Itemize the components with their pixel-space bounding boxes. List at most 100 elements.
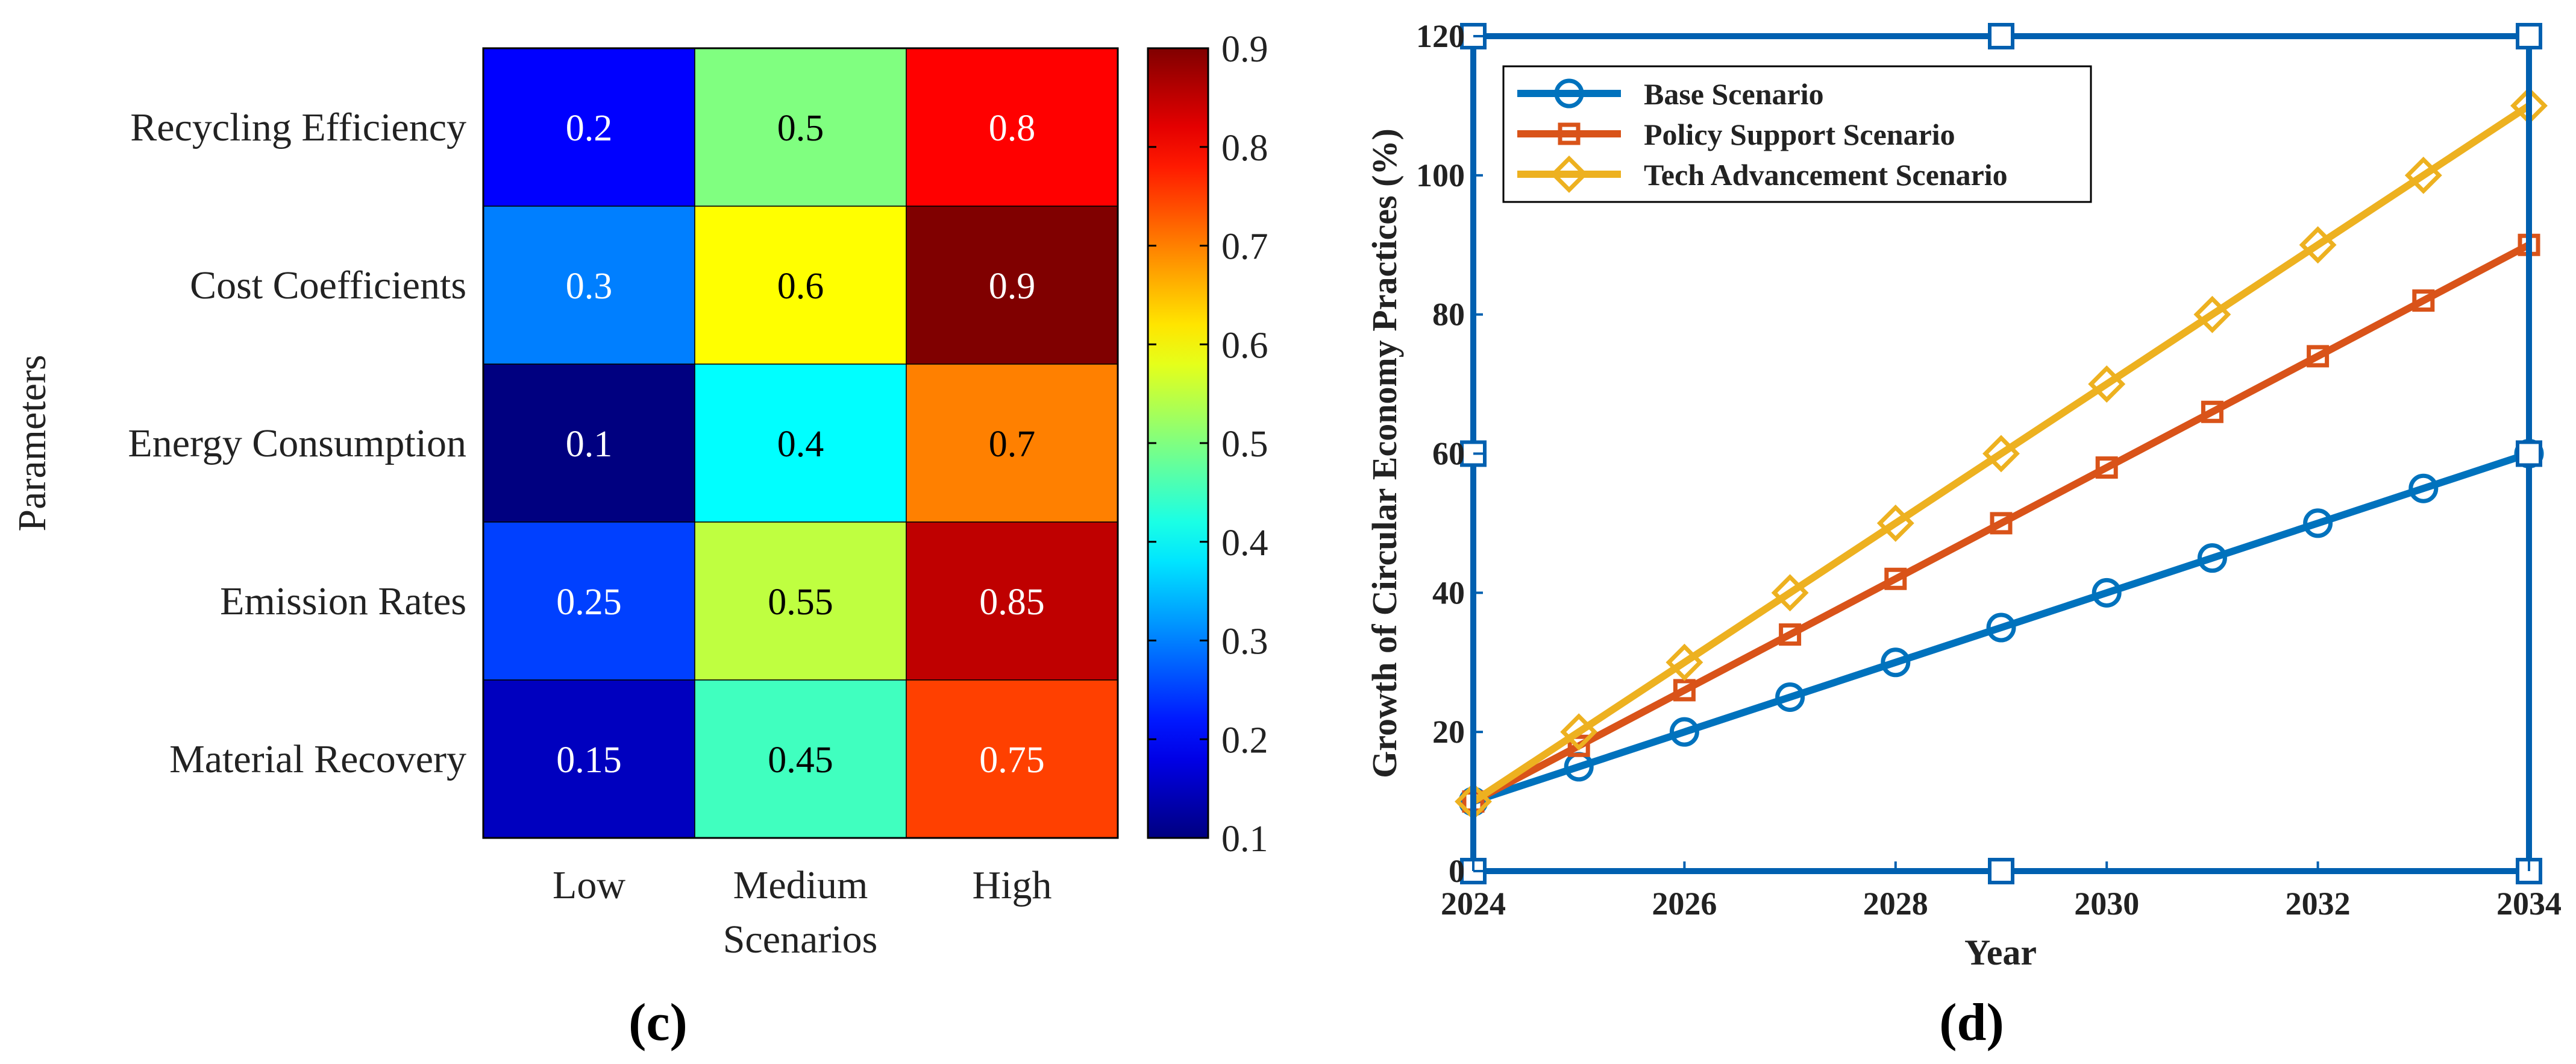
data-point	[1673, 679, 1696, 702]
heatmap-y-tick-label: Material Recovery	[169, 737, 466, 781]
legend-item: Policy Support Scenario	[1517, 118, 1955, 151]
heatmap-cell	[483, 206, 695, 365]
heatmap-cells: 0.2 0.5 0.8 0.3 0.6 0.9 0.1 0.4 0.7 0.25 0.55 0.85 0…	[483, 48, 1118, 839]
series-line	[1471, 102, 2531, 805]
line-xlabel: Year	[1964, 933, 2037, 972]
data-point	[1775, 682, 1805, 712]
selection-handle[interactable]	[2516, 23, 2542, 49]
data-point	[1666, 643, 1703, 681]
heatmap-cell-label: 0.8	[989, 108, 1036, 149]
line-y-tick-label: 0	[1449, 853, 1465, 889]
line-x-tick-label: 2028	[1863, 886, 1928, 922]
heatmap-cell	[694, 364, 907, 523]
legend-label: Policy Support Scenario	[1644, 118, 1955, 151]
heatmap-cell-label: 0.55	[768, 582, 833, 623]
heatmap-cell-label: 0.1	[566, 424, 613, 465]
colorbar-ticks: 0.1 0.2 0.3 0.4 0.5 0.6 0.7 0.8 0.9	[1148, 29, 1268, 860]
legend-marker	[1550, 156, 1588, 193]
heatmap-cell-label: 0.7	[989, 424, 1036, 465]
heatmap-cell-label: 0.9	[989, 266, 1036, 307]
heatmap-cell	[483, 679, 695, 839]
line-x-tick-label: 2024	[1441, 886, 1506, 922]
data-point	[2201, 400, 2223, 423]
heatmap-xlabel: Scenarios	[723, 918, 878, 962]
data-point	[2408, 473, 2439, 503]
heatmap-cell-label: 0.45	[768, 740, 833, 781]
heatmap-cell	[483, 521, 695, 681]
heatmap-cell-label: 0.2	[566, 108, 613, 149]
legend-label: Base Scenario	[1644, 77, 1824, 111]
data-point	[1560, 713, 1598, 751]
series-square	[1462, 233, 2540, 813]
line-y-tick-label: 20	[1432, 714, 1465, 750]
data-point	[1779, 623, 1802, 646]
heatmap-x-tick-label: Low	[553, 863, 625, 907]
colorbar-tick-label: 0.1	[1221, 819, 1268, 860]
heatmap-cell-label: 0.6	[777, 266, 824, 307]
heatmap-cell	[694, 679, 907, 839]
data-point	[1884, 567, 1907, 590]
data-point	[2095, 456, 2118, 479]
colorbar-tick-label: 0.4	[1221, 523, 1268, 564]
heatmap-cell	[483, 364, 695, 523]
heatmap-cell	[694, 206, 907, 365]
line-ylabel: Growth of Circular Economy Practices (%)	[1365, 128, 1404, 778]
line-y-tick-label: 100	[1416, 157, 1465, 194]
heatmap-y-tick-label: Emission Rates	[220, 579, 466, 623]
data-point	[2092, 578, 2122, 608]
selection-handle[interactable]	[2516, 440, 2542, 467]
heatmap-cell	[694, 48, 907, 207]
colorbar-tick-label: 0.2	[1221, 720, 1268, 761]
colorbar-tick-label: 0.6	[1221, 325, 1268, 366]
heatmap-cell-label: 0.85	[979, 582, 1045, 623]
selection-handle[interactable]	[1988, 23, 2014, 49]
heatmap-cell	[906, 206, 1118, 365]
data-point	[1876, 504, 1914, 542]
series-line	[1472, 450, 2530, 805]
series-line	[1471, 241, 2531, 805]
colorbar-tick-label: 0.5	[1221, 424, 1268, 465]
heatmap-cell-label: 0.4	[777, 424, 824, 465]
legend-marker	[1554, 78, 1584, 109]
colorbar-tick-label: 0.8	[1221, 128, 1268, 169]
data-point	[2307, 345, 2330, 368]
heatmap-y-tick-label: Recycling Efficiency	[130, 105, 466, 150]
line-y-tick-label: 60	[1432, 436, 1465, 472]
legend-label: Tech Advancement Scenario	[1644, 158, 2008, 192]
selection-handle[interactable]	[1988, 858, 2014, 884]
line-y-tick-label: 80	[1432, 297, 1465, 333]
line-x-tick-label: 2030	[2074, 886, 2139, 922]
line-y-tick-label: 120	[1416, 18, 1465, 54]
line-series-group	[1455, 87, 2548, 820]
legend: Base Scenario Policy Support Scenario Tech…	[1502, 65, 2092, 203]
data-point	[2303, 508, 2333, 538]
heatmap-y-tick-labels: Recycling Efficiency Cost Coefficients Ene…	[128, 105, 466, 781]
heatmap-x-tick-label: Medium	[733, 863, 868, 907]
heatmap-frame	[482, 47, 1119, 839]
data-point	[2299, 226, 2337, 264]
line-y-tick-label: 40	[1432, 574, 1465, 611]
heatmap-cell	[483, 48, 695, 207]
heatmap-x-tick-labels: Low Medium High	[553, 863, 1051, 907]
data-point	[2197, 543, 2227, 573]
heatmap-ylabel: Parameters	[10, 354, 54, 531]
heatmap-x-tick-label: High	[973, 863, 1052, 907]
data-point	[1986, 612, 2016, 643]
data-point	[1990, 512, 2013, 535]
colorbar-tick-label: 0.7	[1221, 227, 1268, 268]
line-x-tick-labels: 2024 2026 2028 2030 2032 2034	[1441, 861, 2562, 922]
legend-marker	[1558, 122, 1581, 145]
heatmap-cell	[906, 521, 1118, 681]
data-point	[1881, 647, 1911, 678]
legend-item: Tech Advancement Scenario	[1517, 156, 2008, 193]
data-point	[2412, 289, 2435, 312]
colorbar	[1147, 47, 1209, 839]
heatmap-y-tick-label: Cost Coefficients	[190, 263, 466, 307]
heatmap-cell-label: 0.25	[556, 582, 622, 623]
data-point	[1669, 717, 1699, 747]
line-chart: 2024 2026 2028 2030 2032 2034 0 20 40 60 80 100 120…	[1365, 18, 2562, 1052]
panel-label-c: (c)	[628, 993, 688, 1052]
data-point	[1982, 435, 2020, 473]
colorbar-tick-label: 0.9	[1221, 29, 1268, 70]
